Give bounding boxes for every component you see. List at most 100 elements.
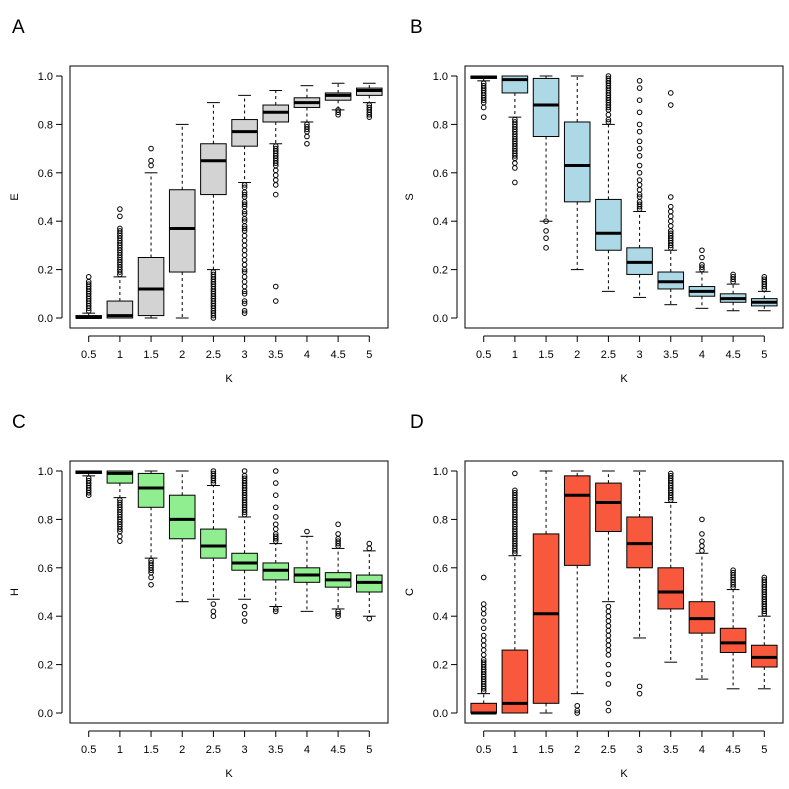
y-tick-label: 0.4 <box>433 611 448 623</box>
outlier-point <box>605 75 612 82</box>
outlier-point <box>210 608 217 615</box>
y-tick-label: 0.0 <box>433 708 448 720</box>
outlier-point <box>272 606 279 612</box>
box-4 <box>688 247 716 309</box>
box-1_5 <box>532 470 560 714</box>
outlier-point <box>335 109 341 116</box>
y-tick-label: 1.0 <box>38 466 53 478</box>
outlier-point <box>304 124 310 130</box>
outlier-point <box>605 661 612 668</box>
outlier-point <box>335 610 341 617</box>
panel-letter: A <box>12 17 25 38</box>
outlier-point <box>636 683 643 690</box>
iqr-box <box>595 198 622 251</box>
box-4_5 <box>324 82 352 118</box>
box-0_5 <box>75 274 102 320</box>
outlier-point <box>480 574 487 581</box>
outlier-point <box>335 608 341 615</box>
x-tick-label: 3 <box>637 744 643 756</box>
outlier-point <box>605 627 612 634</box>
outlier-point <box>761 276 768 283</box>
y-tick-label: 0.2 <box>38 265 53 277</box>
y-tick-label: 0.6 <box>38 168 53 180</box>
box-1 <box>501 470 529 714</box>
outlier-point <box>241 468 248 474</box>
outlier-point <box>272 514 279 520</box>
x-tick-label: 1.5 <box>538 744 553 756</box>
outlier-point <box>272 492 279 499</box>
y-tick-label: 0.4 <box>433 216 448 228</box>
outlier-point <box>241 274 248 280</box>
outlier-point <box>605 681 612 687</box>
outlier-point <box>605 700 612 707</box>
outlier-point <box>148 162 154 169</box>
y-tick-label: 0.8 <box>433 119 448 131</box>
outlier-point <box>605 119 612 125</box>
outlier-point <box>241 610 248 617</box>
outlier-point <box>241 191 248 198</box>
outlier-point <box>210 601 217 607</box>
x-tick-label: 1 <box>512 744 518 756</box>
outlier-point <box>699 531 705 537</box>
box-1 <box>106 206 134 319</box>
y-tick-label: 0.4 <box>38 216 53 228</box>
outlier-point <box>667 208 674 215</box>
x-tick-label: 1 <box>512 349 518 361</box>
outlier-point <box>699 516 705 523</box>
outlier-point <box>761 577 768 583</box>
x-tick-label: 1 <box>117 744 123 756</box>
x-axis-title: K <box>225 768 233 780</box>
y-tick-label: 0.6 <box>433 168 448 180</box>
outlier-point <box>272 145 279 152</box>
outlier-point <box>148 574 154 581</box>
outlier-point <box>636 201 643 208</box>
box-4 <box>293 85 321 147</box>
outlier-point <box>272 298 279 304</box>
outlier-point <box>272 608 279 615</box>
outlier-point <box>272 504 279 511</box>
outlier-point <box>241 283 248 290</box>
x-axis-title: K <box>225 373 233 385</box>
outlier-point <box>148 560 154 566</box>
box-1_5 <box>137 145 165 319</box>
box-4 <box>688 516 716 680</box>
outlier-point <box>605 632 612 639</box>
outlier-point <box>543 235 549 241</box>
outlier-point <box>512 179 518 186</box>
box-2_5 <box>200 468 227 620</box>
y-tick-label: 0.8 <box>433 514 448 526</box>
plot-frame <box>69 65 389 329</box>
outlier-point <box>241 475 248 482</box>
outlier-point <box>699 254 705 261</box>
y-tick-label: 0.6 <box>433 563 448 575</box>
outlier-point <box>480 642 487 649</box>
x-tick-label: 3 <box>242 349 248 361</box>
plot-frame <box>69 460 389 724</box>
x-tick-label: 4.5 <box>330 349 345 361</box>
outlier-point <box>366 102 373 108</box>
panel-letter: D <box>410 412 424 433</box>
outlier-point <box>272 167 279 174</box>
outlier-point <box>636 690 643 697</box>
outlier-point <box>761 574 768 581</box>
outlier-point <box>241 257 248 263</box>
outlier-point <box>272 143 279 149</box>
outlier-point <box>480 637 487 644</box>
outlier-point <box>667 223 674 229</box>
iqr-box <box>137 257 165 317</box>
x-tick-label: 0.5 <box>81 349 96 361</box>
outlier-point <box>667 194 674 200</box>
outlier-point <box>730 274 736 280</box>
outlier-point <box>272 182 279 188</box>
outlier-point <box>636 138 643 145</box>
outlier-point <box>636 182 643 188</box>
outlier-point <box>480 618 487 624</box>
outlier-point <box>335 107 341 113</box>
box-0_5 <box>470 75 497 120</box>
box-3 <box>231 94 258 316</box>
outlier-point <box>543 228 549 234</box>
outlier-point <box>480 659 487 665</box>
box-3 <box>626 470 653 697</box>
y-tick-label: 0.8 <box>38 514 53 526</box>
outlier-point <box>636 194 643 200</box>
